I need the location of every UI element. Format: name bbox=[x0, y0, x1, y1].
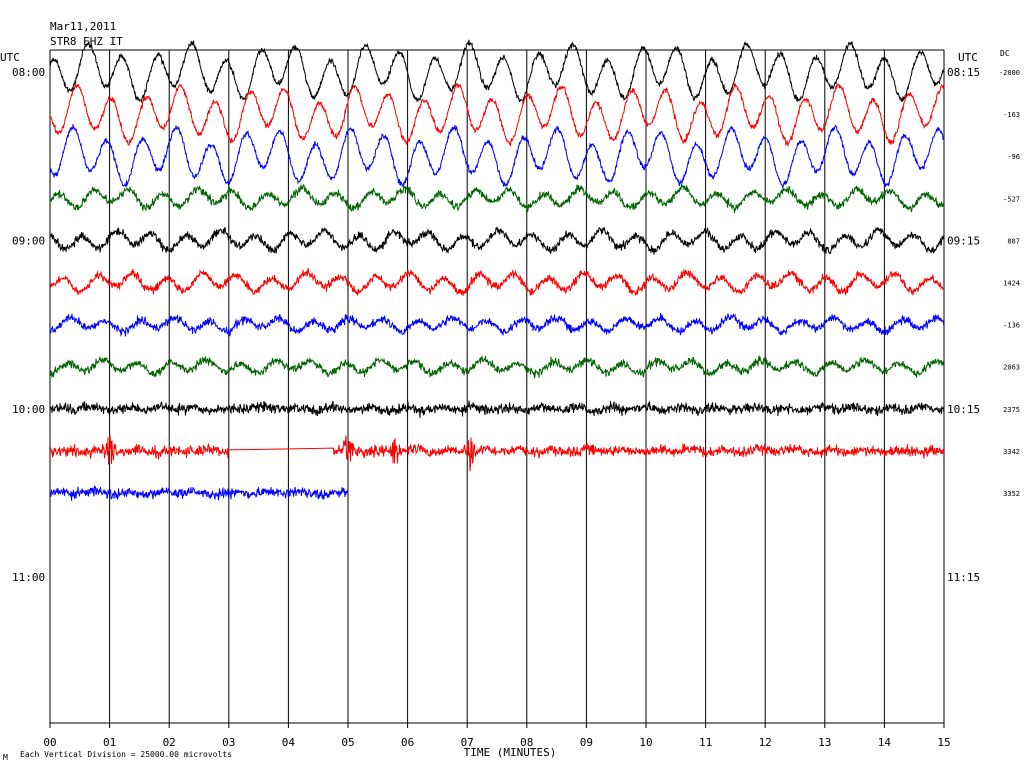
right-hour-labels: 08:15 09:15 10:15 11:15 bbox=[947, 66, 980, 584]
trace-row-0830 bbox=[49, 124, 945, 188]
right-hour-label: 10:15 bbox=[947, 403, 980, 416]
dc-value-label: 2063 bbox=[1003, 364, 1020, 372]
trace-row-0900 bbox=[49, 225, 945, 255]
left-hour-label: 11:00 bbox=[12, 571, 45, 584]
x-tick-label: 04 bbox=[282, 736, 296, 749]
right-axis-unit: UTC bbox=[958, 51, 978, 64]
scale-note: Each Vertical Division = 25000.00 microv… bbox=[20, 750, 232, 759]
dc-value-label: -136 bbox=[1003, 322, 1020, 330]
trace-row-0800 bbox=[49, 39, 945, 104]
right-hour-label: 09:15 bbox=[947, 234, 980, 247]
x-tick-label: 00 bbox=[43, 736, 56, 749]
chart-date: Mar11,2011 bbox=[50, 20, 116, 33]
trace-row-1000 bbox=[49, 400, 945, 419]
right-hour-label: 08:15 bbox=[947, 66, 980, 79]
trace-row-0815 bbox=[49, 82, 945, 148]
x-tick-label: 14 bbox=[878, 736, 892, 749]
dc-value-label: 1424 bbox=[1003, 280, 1020, 288]
trace-row-1015 bbox=[49, 434, 945, 472]
left-hour-labels: 08:00 09:00 10:00 11:00 bbox=[12, 66, 45, 584]
minute-gridlines bbox=[49, 50, 945, 723]
dc-value-label: -2800 bbox=[999, 69, 1020, 77]
left-hour-label: 10:00 bbox=[12, 403, 45, 416]
trace-row-1030 bbox=[49, 485, 349, 501]
x-tick-label: 07 bbox=[461, 736, 474, 749]
dc-value-label: 887 bbox=[1007, 237, 1020, 245]
left-axis-unit: UTC bbox=[0, 51, 20, 64]
x-axis-title: TIME (MINUTES) bbox=[464, 746, 557, 759]
chart-station: STR8 EHZ IT bbox=[50, 35, 123, 48]
x-tick-label: 01 bbox=[103, 736, 116, 749]
x-axis-ticks: 00 01 02 03 04 05 06 07 08 09 10 11 12 13 14 15 bbox=[43, 723, 951, 749]
dc-value-label: 3342 bbox=[1003, 448, 1020, 456]
dc-column-title: DC bbox=[1000, 49, 1010, 58]
x-tick-label: 12 bbox=[759, 736, 772, 749]
right-hour-label: 11:15 bbox=[947, 571, 980, 584]
x-tick-label: 05 bbox=[341, 736, 354, 749]
left-hour-label: 08:00 bbox=[12, 66, 45, 79]
dc-offset-labels: -2800 -163 -96 -527 887 1424 -136 2063 2375 3342 3… bbox=[999, 69, 1020, 498]
x-tick-label: 11 bbox=[699, 736, 712, 749]
x-tick-label: 02 bbox=[163, 736, 176, 749]
x-tick-label: 10 bbox=[639, 736, 652, 749]
dc-value-label: 3352 bbox=[1003, 490, 1020, 498]
x-tick-label: 15 bbox=[937, 736, 950, 749]
x-tick-label: 13 bbox=[818, 736, 831, 749]
left-hour-label: 09:00 bbox=[12, 234, 45, 247]
x-tick-label: 06 bbox=[401, 736, 414, 749]
x-tick-label: 08 bbox=[520, 736, 533, 749]
footer-mark: M bbox=[3, 753, 8, 762]
dc-value-label: -163 bbox=[1003, 111, 1020, 119]
trace-row-0945 bbox=[49, 355, 945, 380]
x-tick-label: 09 bbox=[580, 736, 593, 749]
dc-value-label: 2375 bbox=[1003, 406, 1020, 414]
seismic-traces bbox=[49, 39, 945, 501]
trace-row-0845 bbox=[49, 183, 945, 214]
trace-row-0930 bbox=[49, 313, 945, 338]
dc-value-label: -96 bbox=[1007, 153, 1020, 161]
x-tick-label: 03 bbox=[222, 736, 235, 749]
trace-row-0915 bbox=[49, 267, 944, 297]
dc-value-label: -527 bbox=[1003, 195, 1020, 203]
